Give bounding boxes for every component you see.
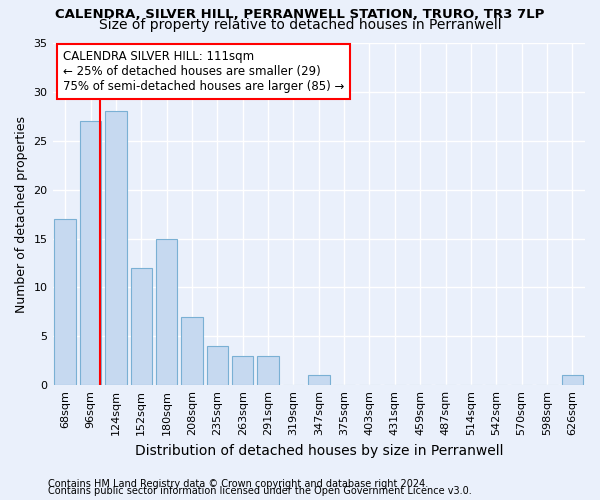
Bar (206, 346, 228, 385)
Bar (105, 112, 127, 385)
Text: Contains public sector information licensed under the Open Government Licence v3: Contains public sector information licen… (48, 486, 472, 496)
Bar (232, 356, 253, 385)
Bar (257, 356, 279, 385)
Text: CALENDRA SILVER HILL: 111sqm
← 25% of detached houses are smaller (29)
75% of se: CALENDRA SILVER HILL: 111sqm ← 25% of de… (63, 50, 344, 93)
Text: Contains HM Land Registry data © Crown copyright and database right 2024.: Contains HM Land Registry data © Crown c… (48, 479, 428, 489)
Bar (80, 121, 101, 385)
Bar (156, 238, 178, 385)
Bar (181, 316, 203, 385)
Bar (131, 268, 152, 385)
Text: CALENDRA, SILVER HILL, PERRANWELL STATION, TRURO, TR3 7LP: CALENDRA, SILVER HILL, PERRANWELL STATIO… (55, 8, 545, 20)
Bar (562, 376, 583, 385)
Text: Size of property relative to detached houses in Perranwell: Size of property relative to detached ho… (98, 18, 502, 32)
Y-axis label: Number of detached properties: Number of detached properties (15, 116, 28, 312)
Bar (308, 376, 329, 385)
X-axis label: Distribution of detached houses by size in Perranwell: Distribution of detached houses by size … (134, 444, 503, 458)
Bar (55, 219, 76, 385)
